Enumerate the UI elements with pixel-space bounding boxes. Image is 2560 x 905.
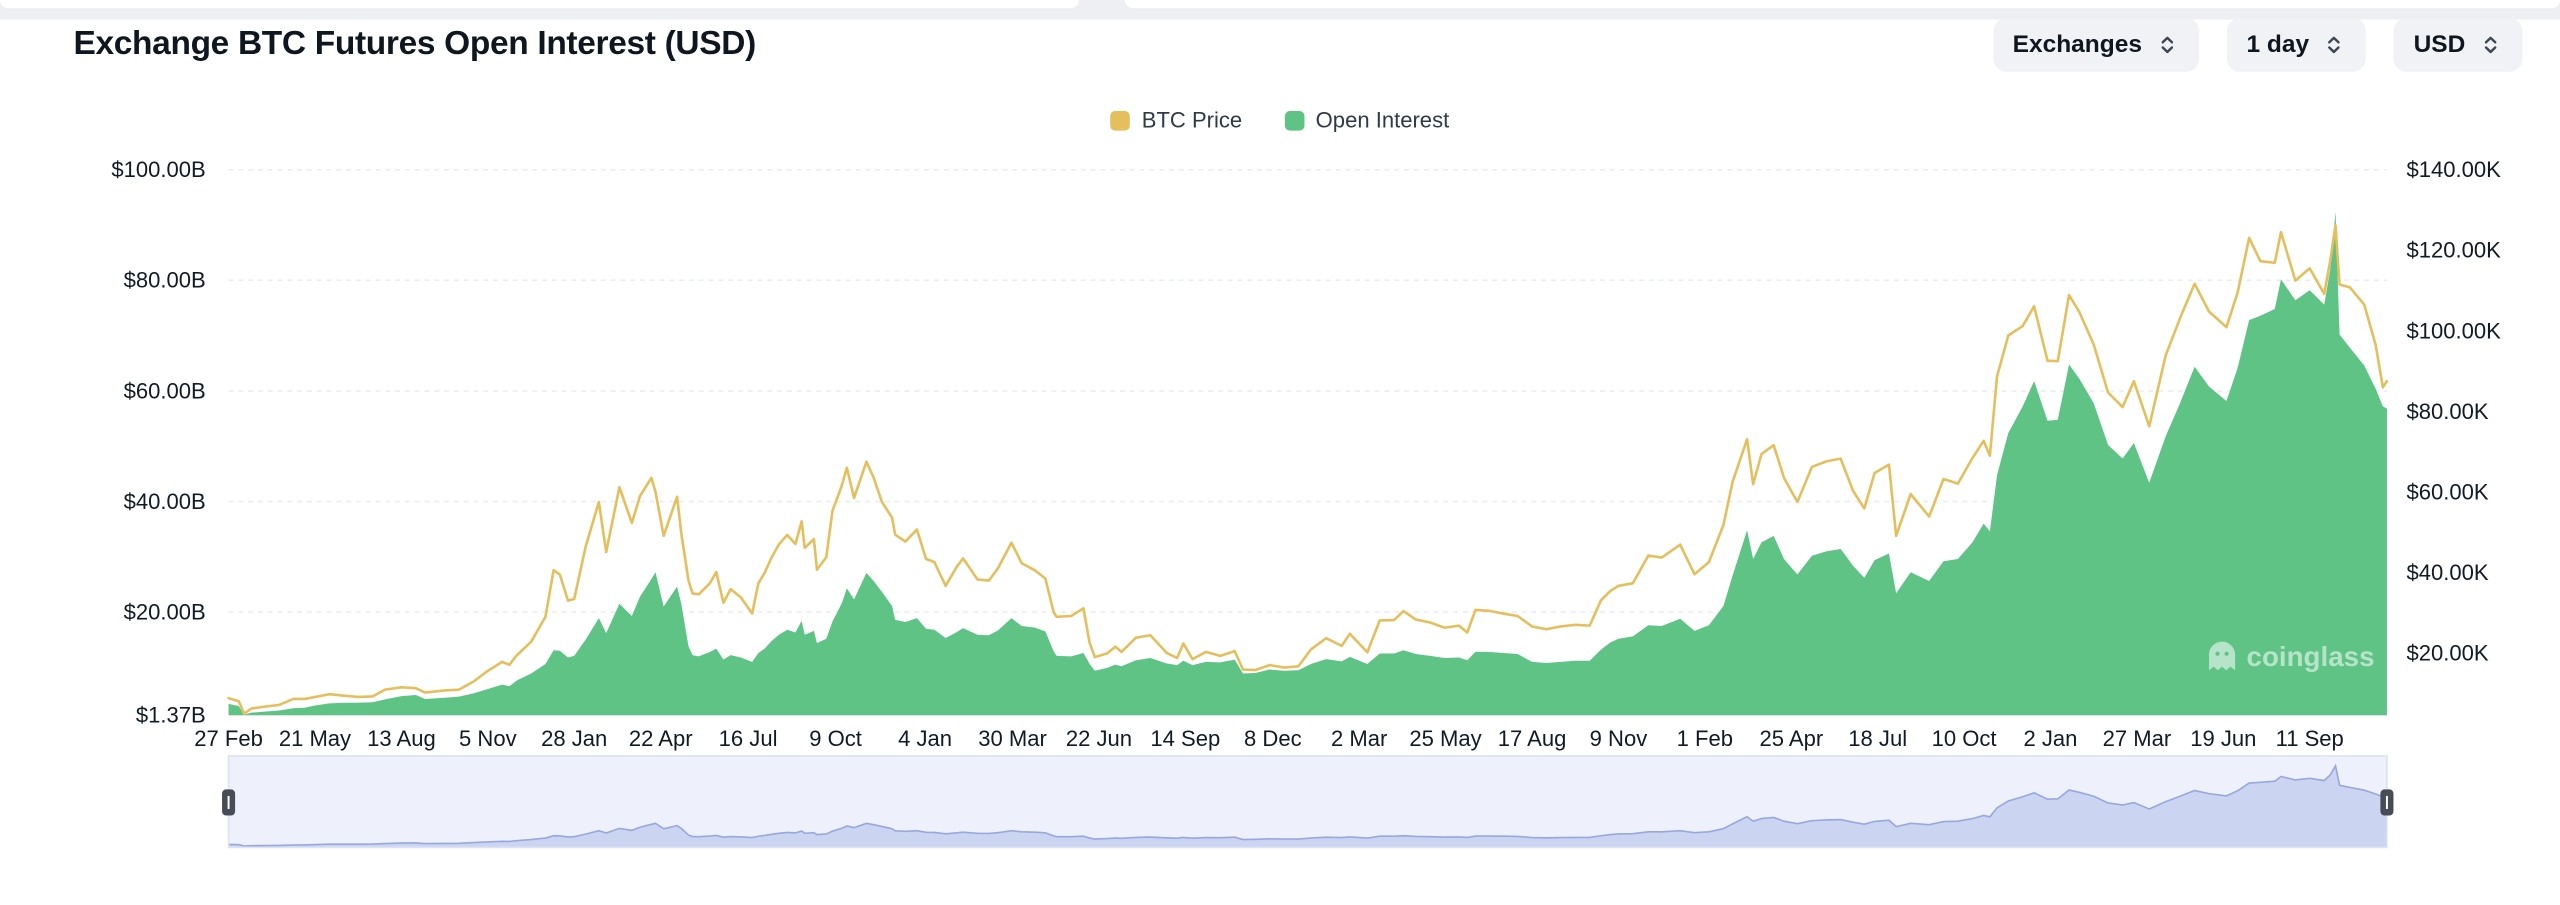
x-axis-tick-label: 22 Apr <box>629 726 693 751</box>
x-axis-tick-label: 9 Nov <box>1590 726 1648 751</box>
right-axis-tick-label: $60.00K <box>2407 479 2489 504</box>
left-axis-tick-label: $20.00B <box>124 599 206 624</box>
currency-dropdown-label: USD <box>2413 31 2466 59</box>
x-axis-tick-label: 28 Jan <box>541 726 607 751</box>
x-axis-tick-label: 18 Jul <box>1848 726 1907 751</box>
x-axis-tick-label: 22 Jun <box>1066 726 1132 751</box>
x-axis-tick-label: 17 Aug <box>1498 726 1567 751</box>
x-axis-tick-label: 25 Apr <box>1759 726 1823 751</box>
x-axis-tick-label: 30 Mar <box>978 726 1047 751</box>
x-axis-tick-label: 14 Sep <box>1150 726 1220 751</box>
coinglass-logo-icon <box>2208 641 2236 671</box>
x-axis-tick-label: 25 May <box>1409 726 1481 751</box>
btc-price-swatch <box>1110 110 1131 130</box>
x-axis-tick-label: 19 Jun <box>2190 726 2256 751</box>
updown-chevron-icon <box>2328 36 2341 54</box>
x-axis-tick-label: 2 Jan <box>2023 726 2077 751</box>
x-axis-tick-label: 21 May <box>279 726 351 751</box>
right-axis-tick-label: $20.00K <box>2407 640 2489 665</box>
chart-legend: BTC Price Open Interest <box>0 108 2560 132</box>
updown-chevron-icon <box>2161 36 2174 54</box>
right-axis-tick-label: $120.00K <box>2407 238 2502 263</box>
legend-label-open-interest: Open Interest <box>1315 107 1450 133</box>
card-above-right-edge <box>1124 0 2560 9</box>
right-axis-tick-label: $140.00K <box>2407 157 2502 182</box>
page-title: Exchange BTC Futures Open Interest (USD) <box>73 24 756 63</box>
x-axis-tick-label: 4 Jan <box>898 726 952 751</box>
x-axis-tick-label: 16 Jul <box>719 726 778 751</box>
left-axis-tick-label: $1.37B <box>136 702 206 727</box>
interval-dropdown[interactable]: 1 day <box>2226 17 2367 72</box>
x-axis-tick-label: 8 Dec <box>1244 726 1302 751</box>
x-axis-tick-label: 10 Oct <box>1932 726 1997 751</box>
x-axis-tick-label: 2 Mar <box>1331 726 1387 751</box>
right-axis-tick-label: $80.00K <box>2407 399 2489 424</box>
navigator-left-handle[interactable] <box>222 789 236 816</box>
x-axis-tick-label: 11 Sep <box>2276 726 2344 751</box>
legend-item-btc-price[interactable]: BTC Price <box>1110 107 1243 133</box>
legend-item-open-interest[interactable]: Open Interest <box>1284 107 1450 133</box>
right-axis-tick-label: $40.00K <box>2407 560 2489 585</box>
x-axis-tick-label: 13 Aug <box>367 726 436 751</box>
left-axis-tick-label: $80.00B <box>124 268 206 293</box>
left-axis-tick-label: $40.00B <box>124 489 206 514</box>
navigator-right-handle[interactable] <box>2380 789 2394 816</box>
open-interest-area-series <box>228 211 2387 716</box>
x-axis-tick-label: 5 Nov <box>459 726 517 751</box>
chart-controls: Exchanges 1 day USD <box>1993 17 2523 72</box>
x-axis-tick-label: 27 Feb <box>194 726 263 751</box>
navigator-area <box>228 765 2387 848</box>
right-axis-tick-label: $100.00K <box>2407 318 2502 343</box>
open-interest-swatch <box>1284 110 1305 130</box>
exchanges-dropdown-label: Exchanges <box>2012 31 2142 59</box>
left-axis-tick-label: $100.00B <box>111 157 205 182</box>
btc-price-line-series <box>227 223 2389 716</box>
left-axis-tick-label: $60.00B <box>124 378 206 403</box>
updown-chevron-icon <box>2484 36 2497 54</box>
card-above-left-edge <box>0 0 1080 9</box>
interval-dropdown-label: 1 day <box>2246 31 2310 59</box>
chart-plot-area[interactable] <box>229 158 2387 715</box>
x-axis-tick-label: 1 Feb <box>1677 726 1733 751</box>
currency-dropdown[interactable]: USD <box>2394 17 2523 72</box>
x-axis-tick-label: 9 Oct <box>809 726 862 751</box>
navigator-line <box>228 763 2388 847</box>
coinglass-watermark-text: coinglass <box>2247 641 2375 672</box>
coinglass-watermark: coinglass <box>2208 641 2375 672</box>
x-axis-tick-label: 27 Mar <box>2103 726 2172 751</box>
exchanges-dropdown[interactable]: Exchanges <box>1993 17 2200 72</box>
page-background-gap <box>0 0 2560 20</box>
legend-label-btc-price: BTC Price <box>1141 107 1243 133</box>
